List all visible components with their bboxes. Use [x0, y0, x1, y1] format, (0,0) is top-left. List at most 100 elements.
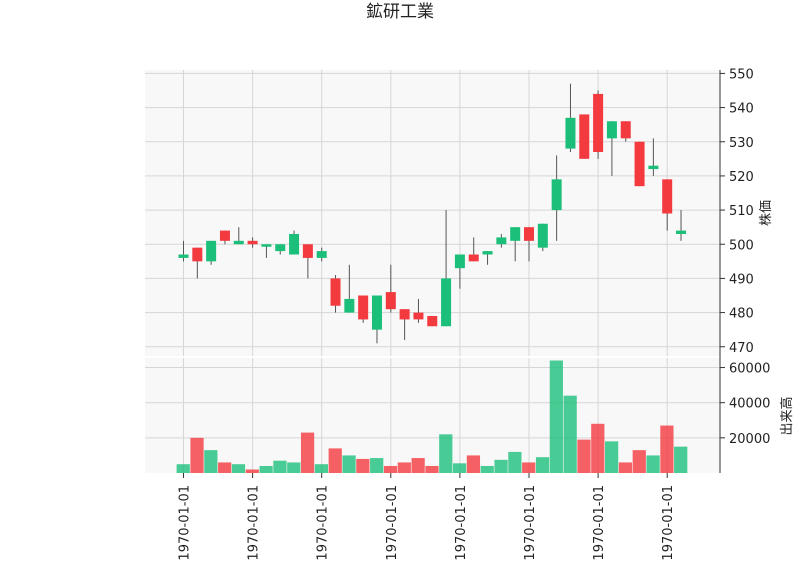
- chart-title: 鉱研工業: [366, 2, 434, 22]
- candle-body: [385, 292, 396, 310]
- candle-body: [482, 251, 493, 255]
- volume-bar: [218, 462, 232, 473]
- volume-bar: [632, 450, 646, 473]
- x-tick-label: 1970-01-01: [592, 485, 607, 561]
- volume-bar: [618, 462, 633, 473]
- price-tick-label: 520: [729, 170, 754, 185]
- volume-bar: [591, 423, 605, 473]
- price-tick-label: 490: [729, 272, 754, 287]
- volume-bar: [535, 457, 550, 473]
- price-tick-label: 540: [729, 102, 754, 117]
- axes: 470 480 490 500 510 520 530 540 550 20000 40000 600…: [178, 67, 771, 560]
- price-tick-label: 470: [729, 341, 754, 356]
- volume-bar: [480, 465, 494, 473]
- volume-bar: [425, 465, 439, 473]
- candle-body: [275, 244, 286, 252]
- candle-body: [371, 295, 382, 330]
- candle-body: [551, 179, 562, 211]
- price-tick-label: 550: [729, 67, 754, 82]
- candle-body: [399, 309, 410, 320]
- volume-bar: [397, 462, 411, 473]
- candle-body: [302, 244, 313, 258]
- volume-bar: [563, 395, 577, 473]
- x-tick-label: 1970-01-01: [247, 485, 262, 561]
- price-axis-label: 株価: [759, 200, 774, 226]
- volume-bar: [452, 463, 467, 473]
- candle-body: [219, 230, 230, 241]
- volume-bar: [494, 459, 508, 473]
- price-tick-label: 500: [729, 238, 754, 253]
- volume-bar: [508, 451, 522, 473]
- candle-body: [247, 240, 258, 245]
- x-tick-label: 1970-01-01: [385, 485, 400, 561]
- volume-bar: [273, 460, 287, 473]
- volume-bar: [439, 434, 453, 473]
- volume-tick-label: 20000: [729, 432, 770, 447]
- volume-bar: [383, 465, 398, 473]
- candle-body: [344, 298, 355, 313]
- volume-bar: [522, 462, 536, 473]
- x-tick-label: 1970-01-01: [178, 485, 193, 561]
- volume-bar: [328, 448, 342, 473]
- candle-body: [413, 312, 424, 320]
- volume-bar: [190, 437, 204, 473]
- volume-tick-label: 40000: [729, 397, 770, 412]
- candle-body: [620, 121, 631, 139]
- candle-body: [206, 240, 217, 262]
- price-tick-label: 480: [729, 307, 754, 322]
- volume-bar: [674, 446, 688, 473]
- volume-bar: [259, 465, 273, 473]
- volume-bar: [314, 464, 329, 473]
- candle-body: [579, 114, 590, 159]
- volume-bar: [356, 458, 370, 473]
- candle-body: [289, 234, 300, 255]
- volume-bars: [176, 360, 688, 473]
- candle-body: [261, 244, 272, 247]
- volume-bar: [287, 462, 301, 473]
- volume-bar: [370, 458, 384, 473]
- volume-bar: [411, 458, 425, 473]
- candle-body: [634, 141, 645, 187]
- x-tick-label: 1970-01-01: [661, 485, 676, 561]
- candle-body: [233, 240, 244, 245]
- volume-bar: [466, 455, 481, 473]
- candle-body: [524, 227, 534, 241]
- candle-body: [510, 227, 521, 241]
- candle-body: [537, 223, 548, 248]
- candle-body: [427, 316, 438, 327]
- candle-body: [648, 165, 659, 170]
- candle-body: [330, 278, 341, 306]
- volume-bar: [646, 455, 660, 473]
- candle-body: [192, 247, 203, 262]
- volume-bar: [204, 450, 218, 473]
- grid-layer: [145, 70, 720, 473]
- candle-body: [316, 251, 327, 258]
- volume-bar: [231, 464, 246, 473]
- volume-panel-bg: [145, 357, 720, 473]
- candle-body: [496, 237, 507, 245]
- volume-bar: [660, 425, 674, 473]
- price-panel-bg: [145, 70, 720, 357]
- candle-body: [593, 93, 604, 152]
- candle-body: [358, 295, 369, 320]
- price-tick-label: 510: [729, 204, 754, 219]
- volume-bar: [245, 469, 259, 473]
- candle-body: [441, 278, 452, 327]
- volume-axis-label: 出来高: [779, 396, 795, 435]
- volume-bar: [300, 432, 315, 473]
- candle-body: [468, 254, 479, 262]
- volume-bar: [549, 360, 563, 473]
- volume-tick-label: 60000: [729, 362, 770, 377]
- candle-body: [565, 117, 576, 149]
- candle-body: [606, 121, 617, 139]
- x-tick-label: 1970-01-01: [523, 485, 538, 561]
- candle-body: [662, 179, 673, 214]
- volume-bar: [605, 441, 619, 473]
- x-tick-label: 1970-01-01: [316, 485, 331, 561]
- candles: [178, 83, 687, 344]
- x-tick-label: 1970-01-01: [454, 485, 469, 561]
- volume-bar: [342, 455, 356, 473]
- volume-bar: [577, 439, 591, 473]
